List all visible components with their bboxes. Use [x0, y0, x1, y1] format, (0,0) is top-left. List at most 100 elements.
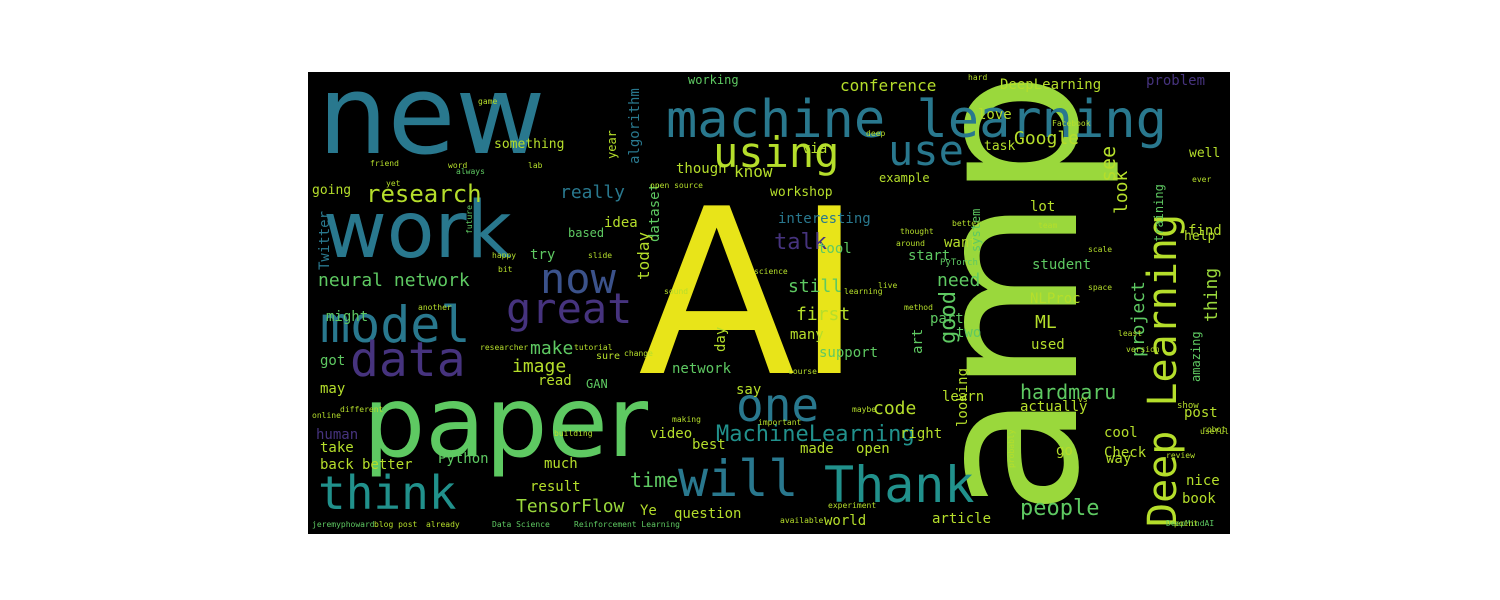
word-different: different [340, 405, 384, 414]
word-least: least [1118, 329, 1143, 338]
word-paper: paper [363, 366, 649, 480]
word-conference: conference [840, 76, 937, 95]
word-deep-learning: Deep Learning [1140, 213, 1186, 527]
word-many: many [790, 327, 824, 343]
word-day: day [713, 326, 729, 352]
word-already: already [426, 520, 460, 529]
word-maybe: maybe [852, 405, 877, 414]
word-change: change [624, 349, 653, 358]
word-version: version [1126, 345, 1160, 354]
word-ye: Ye [640, 503, 657, 519]
word-friend: friend [370, 159, 399, 168]
word-hardmaru: hardmaru [1020, 380, 1117, 404]
word-part: part [930, 311, 964, 327]
word-happy: happy [492, 251, 517, 260]
word-tool: tool [818, 241, 852, 257]
word-task: task [984, 139, 1016, 154]
word-take: take [320, 440, 354, 456]
word-going: going [312, 183, 352, 198]
word-bit: bit [498, 265, 513, 274]
word-based: based [568, 226, 605, 240]
word-nice: nice [1186, 473, 1220, 489]
word-word: word [448, 161, 468, 170]
word-robot: robot [1202, 425, 1227, 434]
word-may: may [320, 381, 346, 397]
word-might: might [326, 309, 369, 325]
word-people: people [1020, 496, 1100, 521]
word-vs: vs [1078, 395, 1088, 404]
word-show: show [1177, 401, 1199, 411]
word-way: way [1106, 451, 1132, 467]
word-talk: talk [774, 230, 827, 255]
word-still: still [788, 276, 843, 297]
word-know: know [734, 162, 773, 181]
word-pytorch: PyTorch [940, 258, 978, 268]
word-data: data [350, 332, 466, 388]
word-algorithm: algorithm [627, 88, 643, 164]
word-experiment: experiment [828, 501, 877, 510]
word-great: great [506, 284, 633, 333]
word-online: online [312, 411, 341, 420]
word-code: code [873, 398, 917, 419]
word-system: system [969, 208, 983, 252]
word-point: point [1174, 519, 1199, 528]
word-check: Check [1104, 445, 1147, 461]
word-art: art [910, 328, 926, 354]
word-lot: lot [1030, 199, 1056, 215]
word-game: game [478, 97, 498, 106]
word-space: space [1088, 283, 1113, 292]
word-deeplearning-tag: DeepLearning [1000, 77, 1102, 93]
word-building: building [554, 429, 593, 438]
word-probably: probably [1007, 429, 1016, 468]
word-method: method [904, 303, 933, 312]
word-idea: idea [604, 215, 638, 231]
word-future: future [465, 205, 474, 234]
word-now: now [540, 254, 616, 303]
word-science: science [754, 267, 788, 276]
word-time: time [630, 468, 679, 492]
word-lab: lab [528, 161, 543, 170]
word-something: something [494, 137, 565, 152]
word-ml: ML [1035, 312, 1057, 333]
word-first: first [796, 304, 851, 325]
word-will: will [678, 450, 799, 508]
word-look: look [1111, 170, 1132, 214]
word-article: article [932, 511, 992, 527]
word-model: model [320, 296, 471, 354]
word-ever: ever [1192, 175, 1212, 184]
word-learn: learn [942, 389, 985, 405]
word-yet: yet [386, 179, 401, 188]
word-nlproc: NLProc [1030, 291, 1081, 307]
word-book: book [1182, 491, 1216, 507]
word-data-science: Data Science [492, 520, 550, 529]
word-cool: cool [1104, 425, 1138, 441]
word-tensorflow: TensorFlow [516, 496, 625, 517]
word-year: year [605, 130, 619, 159]
word-got: got [320, 353, 346, 369]
word-facebook: Facebook [1052, 119, 1091, 128]
word-reinforcement-learning: Reinforcement Learning [574, 520, 680, 529]
word-one: one [736, 378, 820, 432]
word-network: network [672, 361, 732, 377]
word-around: around [896, 239, 925, 248]
word-well: well [1189, 146, 1221, 161]
word-two: two [956, 325, 982, 341]
word-though: though [676, 161, 727, 177]
word-best: best [692, 437, 726, 453]
word-want: want [944, 235, 978, 251]
word-example: example [879, 171, 930, 185]
word-python: Python [438, 451, 489, 467]
word-better: better [362, 457, 413, 473]
word-thing: thing [1201, 267, 1222, 322]
word-use: use [888, 126, 964, 175]
word-back: back [320, 457, 354, 473]
word-research: research [366, 180, 482, 208]
word-problem: problem [1146, 73, 1206, 89]
word-world: world [824, 513, 867, 529]
word-scale: scale [1088, 245, 1113, 254]
word-tutorial: tutorial [574, 343, 613, 352]
word-find: find [1188, 223, 1222, 239]
word-amazing: amazing [1189, 331, 1203, 382]
word-new: new [318, 72, 546, 179]
word-post: post [1184, 405, 1218, 421]
